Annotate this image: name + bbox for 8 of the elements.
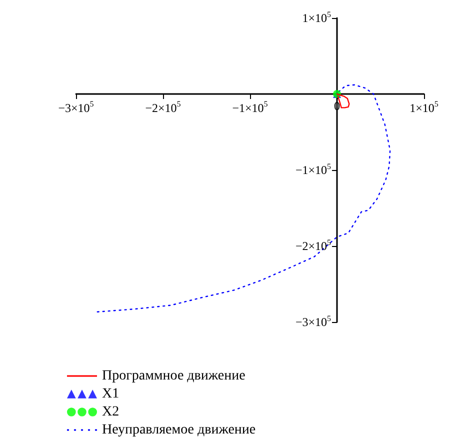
- legend-label: X2: [102, 404, 120, 420]
- y-tick-label: −2×10$^{5}$: [295, 238, 331, 253]
- legend-label: X1: [102, 386, 120, 402]
- y-tick-label: −1×10$^{5}$: [295, 162, 331, 177]
- y-tick-label: −3×10$^{5}$: [295, 314, 331, 329]
- legend-label: Программное движение: [102, 368, 246, 384]
- y-tick-label: 1×10$^{5}$: [302, 10, 331, 25]
- legend-label: Неуправляемое движение: [102, 422, 256, 438]
